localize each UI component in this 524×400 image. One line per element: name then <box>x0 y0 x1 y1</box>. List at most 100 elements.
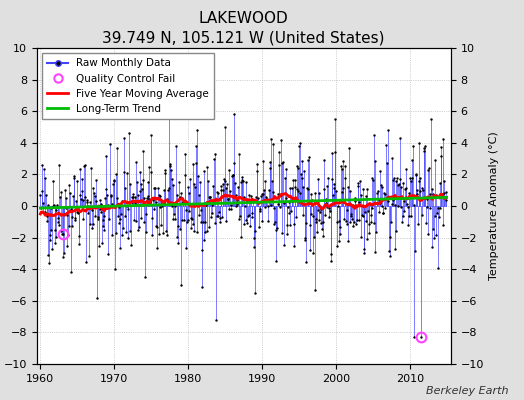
Point <box>409 142 417 149</box>
Point <box>282 230 291 237</box>
Point <box>406 175 414 181</box>
Point <box>426 204 434 211</box>
Point <box>394 202 402 209</box>
Point <box>226 202 235 208</box>
Point <box>252 194 260 201</box>
Point <box>39 209 48 216</box>
Point <box>192 160 200 166</box>
Point <box>286 222 294 228</box>
Point <box>436 144 445 150</box>
Point <box>363 236 372 242</box>
Point <box>317 206 325 212</box>
Point <box>249 235 258 242</box>
Point <box>214 190 222 196</box>
Point <box>178 216 186 223</box>
Point <box>328 150 336 156</box>
Point <box>75 192 84 199</box>
Point <box>167 176 176 182</box>
Point <box>121 184 129 191</box>
Point <box>154 185 162 192</box>
Point <box>368 174 376 181</box>
Point <box>66 190 74 196</box>
Point <box>267 136 275 142</box>
Point <box>424 230 433 237</box>
Point <box>358 212 366 218</box>
Point <box>263 196 271 202</box>
Point <box>230 160 238 166</box>
Point <box>288 197 296 204</box>
Point <box>81 161 90 168</box>
Point <box>116 245 125 251</box>
Point <box>95 206 104 212</box>
Point <box>439 221 447 228</box>
Point <box>360 250 368 256</box>
Point <box>162 232 171 238</box>
Point <box>161 167 170 173</box>
Point <box>239 194 248 200</box>
Point <box>146 132 155 138</box>
Point <box>161 170 169 176</box>
Point <box>331 116 339 122</box>
Point <box>329 192 337 198</box>
Point <box>212 316 220 323</box>
Point <box>41 209 49 215</box>
Point <box>387 201 396 207</box>
Point <box>157 222 165 228</box>
Point <box>421 143 429 149</box>
Point <box>335 224 344 230</box>
Point <box>158 202 166 209</box>
Point <box>272 224 281 231</box>
Point <box>395 181 403 188</box>
Point <box>407 213 415 220</box>
Point <box>131 194 139 200</box>
Point <box>155 230 163 237</box>
Point <box>141 274 149 280</box>
Point <box>145 163 154 170</box>
Point <box>282 166 290 172</box>
Point <box>156 204 164 211</box>
Point <box>76 166 84 173</box>
Point <box>144 193 152 200</box>
Point <box>201 228 209 235</box>
Point <box>416 188 424 194</box>
Point <box>411 170 420 177</box>
Point <box>388 154 396 161</box>
Point <box>197 206 205 213</box>
Point <box>253 160 261 167</box>
Point <box>69 193 77 200</box>
Point <box>305 153 313 160</box>
Point <box>127 242 135 248</box>
Point <box>134 192 143 198</box>
Point <box>386 252 395 259</box>
Point <box>125 130 133 136</box>
Point <box>109 181 117 187</box>
Point <box>247 210 256 217</box>
Point <box>384 198 392 205</box>
Point <box>415 178 423 184</box>
Point <box>413 187 422 193</box>
Point <box>180 150 189 157</box>
Point <box>276 204 284 210</box>
Point <box>182 207 191 213</box>
Point <box>349 202 357 208</box>
Point <box>248 214 256 220</box>
Point <box>91 192 100 199</box>
Point <box>225 166 233 173</box>
Point <box>389 196 398 203</box>
Point <box>240 221 248 227</box>
Point <box>418 185 426 191</box>
Point <box>267 202 276 208</box>
Point <box>254 195 262 202</box>
Point <box>202 202 210 208</box>
Point <box>199 218 207 225</box>
Point <box>232 202 240 209</box>
Point <box>367 212 375 218</box>
Point <box>205 224 213 230</box>
Point <box>342 207 351 213</box>
Point <box>63 212 71 218</box>
Point <box>158 200 167 206</box>
Point <box>67 269 75 276</box>
Point <box>89 184 97 191</box>
Point <box>172 234 181 240</box>
Point <box>110 178 118 184</box>
